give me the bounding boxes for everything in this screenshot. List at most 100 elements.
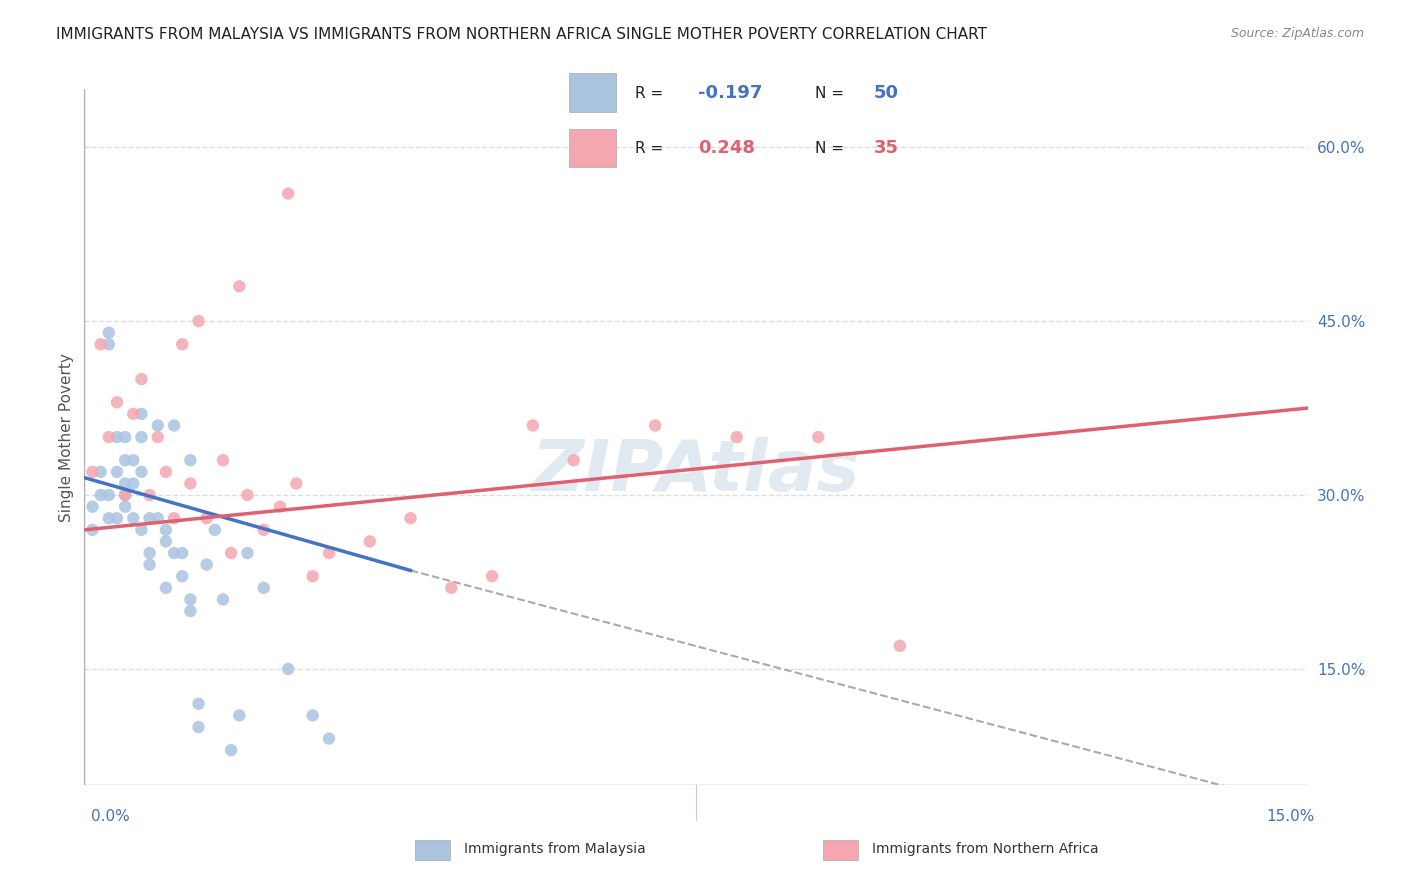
Point — [399, 511, 422, 525]
Point — [97, 430, 120, 444]
Point — [97, 337, 120, 351]
Point — [172, 337, 194, 351]
Point — [253, 581, 276, 595]
Point — [90, 488, 112, 502]
Y-axis label: Single Mother Poverty: Single Mother Poverty — [59, 352, 75, 522]
Point — [277, 186, 299, 201]
Point — [236, 488, 259, 502]
Point — [138, 558, 160, 572]
Point — [179, 453, 201, 467]
Text: 0.248: 0.248 — [697, 139, 755, 157]
Point — [204, 523, 226, 537]
Point — [114, 488, 136, 502]
Point — [97, 488, 120, 502]
Point — [301, 708, 323, 723]
Text: N =: N = — [815, 141, 849, 156]
Bar — [415, 840, 450, 860]
Point — [122, 407, 145, 421]
Point — [105, 395, 128, 409]
Point — [131, 372, 153, 386]
Point — [179, 604, 201, 618]
Text: Immigrants from Northern Africa: Immigrants from Northern Africa — [872, 842, 1098, 856]
Point — [82, 500, 104, 514]
Point — [138, 488, 160, 502]
Point — [236, 546, 259, 560]
Point — [155, 523, 177, 537]
Text: 35: 35 — [875, 139, 898, 157]
Text: N =: N = — [815, 86, 849, 101]
Text: R =: R = — [636, 141, 668, 156]
Point — [146, 418, 169, 433]
Point — [212, 592, 235, 607]
Text: -0.197: -0.197 — [697, 85, 762, 103]
Point — [138, 511, 160, 525]
Point — [114, 500, 136, 514]
Point — [146, 430, 169, 444]
Point — [122, 476, 145, 491]
Point — [90, 465, 112, 479]
Point — [105, 465, 128, 479]
Text: 50: 50 — [875, 85, 898, 103]
Text: Immigrants from Malaysia: Immigrants from Malaysia — [464, 842, 645, 856]
Point — [187, 314, 209, 328]
Point — [131, 465, 153, 479]
Point — [228, 279, 250, 293]
Point — [359, 534, 381, 549]
Point — [644, 418, 666, 433]
Point — [105, 511, 128, 525]
Point — [122, 453, 145, 467]
Point — [522, 418, 544, 433]
Point — [179, 592, 201, 607]
Point — [187, 697, 209, 711]
Point — [562, 453, 585, 467]
Text: ZIPAtlas: ZIPAtlas — [531, 437, 860, 507]
Point — [318, 731, 340, 746]
Point — [187, 720, 209, 734]
Point — [105, 430, 128, 444]
Point — [179, 476, 201, 491]
Point — [253, 523, 276, 537]
Point — [114, 488, 136, 502]
Point — [122, 511, 145, 525]
Point — [82, 465, 104, 479]
Point — [725, 430, 748, 444]
Point — [318, 546, 340, 560]
Point — [269, 500, 291, 514]
Point — [481, 569, 503, 583]
Bar — [569, 128, 616, 167]
Point — [163, 418, 186, 433]
Point — [440, 581, 463, 595]
Point — [163, 546, 186, 560]
Point — [172, 546, 194, 560]
Text: 15.0%: 15.0% — [1267, 809, 1315, 823]
Point — [172, 569, 194, 583]
Point — [146, 511, 169, 525]
Point — [155, 534, 177, 549]
Point — [301, 569, 323, 583]
Text: IMMIGRANTS FROM MALAYSIA VS IMMIGRANTS FROM NORTHERN AFRICA SINGLE MOTHER POVERT: IMMIGRANTS FROM MALAYSIA VS IMMIGRANTS F… — [56, 27, 987, 42]
Point — [114, 453, 136, 467]
Text: Source: ZipAtlas.com: Source: ZipAtlas.com — [1230, 27, 1364, 40]
Point — [82, 523, 104, 537]
Text: 0.0%: 0.0% — [91, 809, 131, 823]
Point — [285, 476, 308, 491]
Point — [195, 511, 218, 525]
Point — [889, 639, 911, 653]
Bar — [569, 73, 616, 112]
Point — [97, 326, 120, 340]
Point — [131, 523, 153, 537]
Point — [212, 453, 235, 467]
Point — [228, 708, 250, 723]
Point — [114, 430, 136, 444]
Point — [195, 558, 218, 572]
Bar — [823, 840, 858, 860]
Text: R =: R = — [636, 86, 668, 101]
Point — [155, 581, 177, 595]
Point — [138, 546, 160, 560]
Point — [97, 511, 120, 525]
Point — [219, 743, 242, 757]
Point — [90, 337, 112, 351]
Point — [114, 476, 136, 491]
Point — [163, 511, 186, 525]
Point — [219, 546, 242, 560]
